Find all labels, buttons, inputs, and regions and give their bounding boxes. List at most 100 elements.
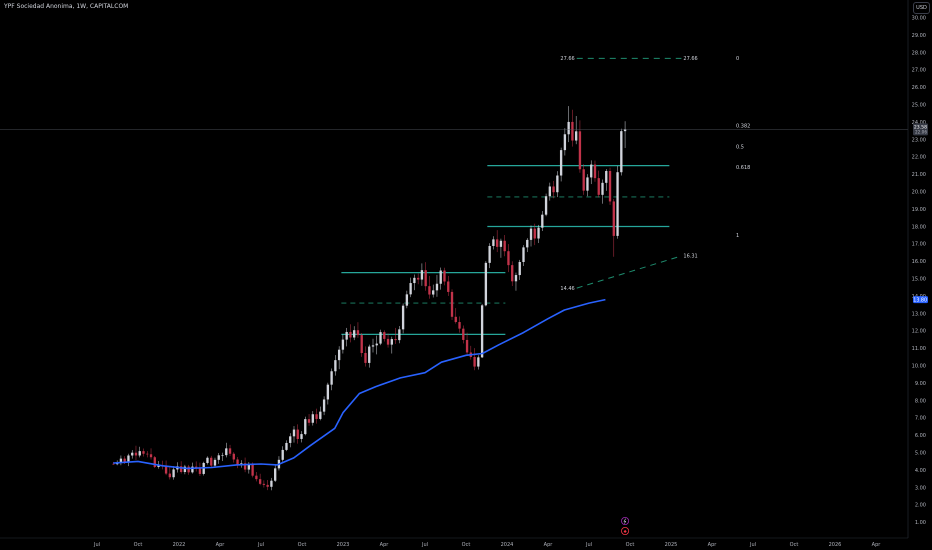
- candle: [435, 274, 439, 297]
- candle-body: [210, 457, 213, 466]
- x-tick-label: Oct: [298, 542, 307, 548]
- candle: [608, 167, 612, 205]
- candle: [420, 263, 424, 286]
- earnings-marker-glyph: ◆: [623, 529, 627, 534]
- candle-body: [563, 134, 567, 151]
- candle-body: [191, 466, 194, 473]
- candle: [149, 448, 153, 460]
- candle-body: [454, 316, 457, 323]
- x-tick-label: 2023: [337, 542, 350, 548]
- trend-line: [576, 255, 682, 289]
- candle: [375, 335, 378, 355]
- x-tick-label: Apr: [872, 542, 882, 548]
- candle: [484, 261, 488, 307]
- candle-body: [255, 475, 258, 480]
- y-tick-label: 12.00: [912, 329, 926, 335]
- candle: [304, 416, 307, 436]
- candle: [371, 338, 375, 353]
- candle-body: [131, 452, 134, 456]
- currency-button[interactable]: USD: [913, 2, 930, 14]
- candle: [315, 408, 318, 424]
- candle: [616, 165, 619, 239]
- candle-body: [326, 384, 330, 400]
- trend-label-start: 14.46: [560, 286, 574, 292]
- candle-body: [578, 131, 582, 170]
- x-tick-label: Oct: [626, 542, 635, 548]
- candle: [413, 274, 416, 291]
- candle: [416, 273, 420, 285]
- candle-body: [605, 170, 608, 183]
- y-tick-label: 25.00: [912, 103, 926, 109]
- candle: [518, 259, 521, 280]
- candle-body: [586, 177, 589, 191]
- candle: [443, 267, 446, 286]
- candle: [213, 457, 217, 467]
- candle: [424, 262, 427, 291]
- target-label-left: 27.66: [560, 56, 574, 62]
- candle: [274, 465, 277, 482]
- candle: [322, 396, 326, 416]
- candle-body: [270, 480, 273, 487]
- candle-body: [266, 484, 269, 487]
- x-tick-label: 2025: [665, 542, 678, 548]
- candle: [563, 128, 567, 156]
- candle: [183, 464, 187, 475]
- x-tick-label: Jul: [93, 542, 100, 548]
- event-marker-icon: [621, 517, 630, 526]
- candle-body: [364, 352, 367, 363]
- candle-body: [341, 339, 345, 350]
- candle: [533, 223, 536, 246]
- candle: [548, 182, 551, 201]
- candle: [326, 382, 330, 405]
- candle: [514, 272, 518, 291]
- candle-body: [247, 464, 251, 470]
- y-tick-label: 2.00: [915, 503, 926, 509]
- candle: [469, 345, 472, 360]
- candle-body: [477, 357, 480, 367]
- candle-body: [285, 442, 288, 450]
- candle-body: [492, 239, 495, 246]
- candle-body: [529, 228, 533, 240]
- candle: [164, 460, 168, 476]
- candle-body: [435, 283, 439, 291]
- horizontal-levels: [341, 164, 670, 336]
- candle-body: [353, 330, 356, 338]
- candle-body: [142, 451, 145, 454]
- candle-body: [571, 121, 574, 141]
- candle-body: [187, 466, 190, 473]
- candle: [360, 332, 363, 357]
- candle-body: [168, 473, 172, 478]
- y-tick-label: 20.00: [912, 190, 926, 196]
- candle-body: [413, 277, 416, 284]
- y-tick-label: 28.00: [912, 50, 926, 56]
- candle: [447, 275, 450, 296]
- y-tick-label: 3.00: [915, 485, 926, 491]
- y-tick-label: 19.00: [912, 207, 926, 213]
- candle: [368, 344, 371, 368]
- moving-average-line: [113, 298, 606, 470]
- candle-body: [349, 331, 352, 338]
- candle: [454, 308, 457, 324]
- candle: [586, 174, 589, 197]
- candle: [477, 355, 480, 370]
- candle: [593, 160, 597, 182]
- candle: [492, 236, 495, 250]
- candle-body: [228, 448, 232, 454]
- candle-body: [439, 270, 442, 284]
- candle: [390, 336, 393, 354]
- candle-body: [405, 294, 409, 306]
- candle-body: [127, 455, 130, 463]
- candle-body: [601, 182, 604, 195]
- candle-body: [499, 240, 503, 247]
- candle-body: [251, 464, 254, 476]
- candle: [210, 455, 213, 468]
- candle-body: [134, 452, 138, 456]
- y-tick-label: 5.00: [915, 451, 926, 457]
- candle: [458, 316, 461, 333]
- candle: [401, 303, 405, 334]
- candle-body: [511, 265, 514, 282]
- candle-body: [503, 240, 506, 252]
- candle: [319, 406, 322, 421]
- candle: [428, 275, 431, 299]
